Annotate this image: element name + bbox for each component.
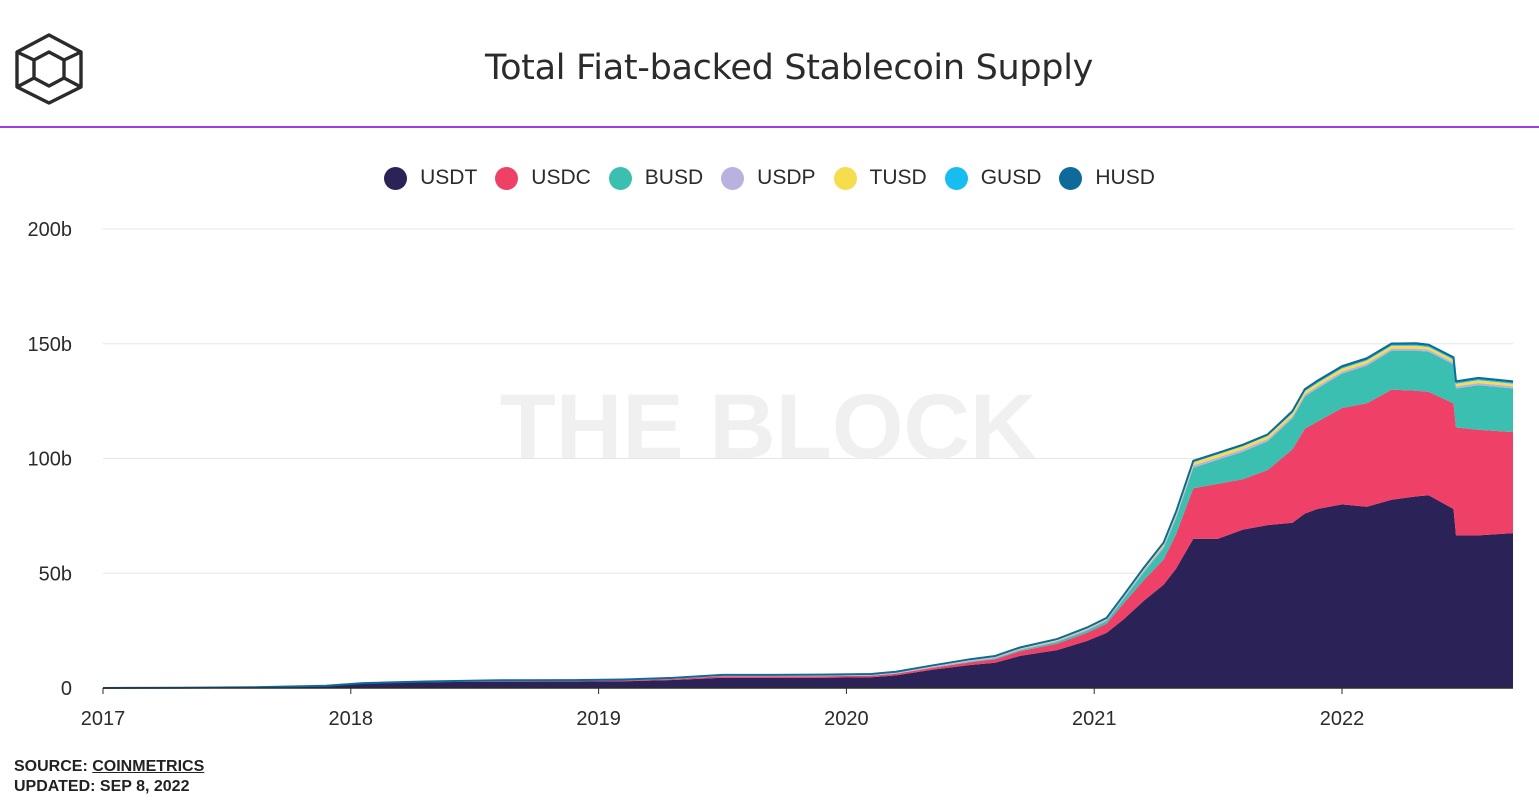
source-link[interactable]: COINMETRICS [92, 758, 205, 775]
watermark-text: THE BLOCK [500, 376, 1037, 478]
chart-header: Total Fiat-backed Stablecoin Supply [0, 0, 1539, 128]
the-block-cube-icon[interactable] [13, 32, 85, 106]
legend-item-tusd[interactable]: TUSD [833, 166, 927, 190]
legend-dot-busd [608, 166, 632, 190]
x-tick-label: 2018 [329, 708, 374, 730]
legend-label: BUSD [644, 166, 704, 189]
chart-footer: SOURCE: COINMETRICS UPDATED: SEP 8, 2022 [14, 757, 204, 797]
source-line: SOURCE: COINMETRICS [14, 757, 204, 777]
legend-item-usdc[interactable]: USDC [495, 166, 591, 190]
legend-dot-usdt [384, 166, 408, 190]
y-tick-label: 50b [39, 563, 72, 585]
x-tick-label: 2020 [824, 708, 869, 730]
legend-item-usdp[interactable]: USDP [721, 166, 816, 190]
legend-dot-husd [1059, 166, 1083, 190]
area-series-usdc [103, 389, 1513, 688]
total-outline [102, 342, 1514, 689]
updated-date: UPDATED: SEP 8, 2022 [14, 778, 190, 795]
y-tick-label: 100b [28, 449, 73, 471]
y-tick-label: 150b [28, 334, 73, 356]
legend-label: HUSD [1095, 166, 1155, 189]
legend-label: TUSD [869, 166, 927, 189]
y-tick-label: 200b [28, 219, 73, 241]
legend-label: USDP [757, 166, 816, 189]
y-tick-label: 0 [61, 678, 72, 700]
legend-label: USDC [531, 166, 591, 189]
legend-item-busd[interactable]: BUSD [608, 166, 704, 190]
legend-item-usdt[interactable]: USDT [384, 166, 477, 190]
area-series-busd [103, 350, 1513, 688]
legend-dot-usdc [495, 166, 519, 190]
legend-label: GUSD [980, 166, 1042, 189]
legend-dot-gusd [944, 166, 968, 190]
x-tick-label: 2019 [576, 708, 621, 730]
legend-item-gusd[interactable]: GUSD [944, 166, 1042, 190]
chart-legend: USDT USDC BUSD USDP TUSD GUSD HUSD [0, 166, 1539, 190]
legend-label: USDT [420, 166, 478, 189]
x-tick-label: 2022 [1320, 708, 1365, 730]
chart-title: Total Fiat-backed Stablecoin Supply [484, 48, 1094, 88]
legend-dot-tusd [833, 166, 857, 190]
legend-item-husd[interactable]: HUSD [1059, 166, 1155, 190]
area-series-usdt [103, 495, 1513, 688]
legend-dot-usdp [721, 166, 745, 190]
x-tick-label: 2021 [1072, 708, 1117, 730]
stacked-area-chart: 0 50b 100b 150b 200b THE BLOCK 2017 2018 2019 202… [28, 219, 1514, 730]
logo-svg [15, 33, 83, 105]
source-label: SOURCE: [14, 758, 93, 775]
x-tick-label: 2017 [81, 708, 126, 730]
